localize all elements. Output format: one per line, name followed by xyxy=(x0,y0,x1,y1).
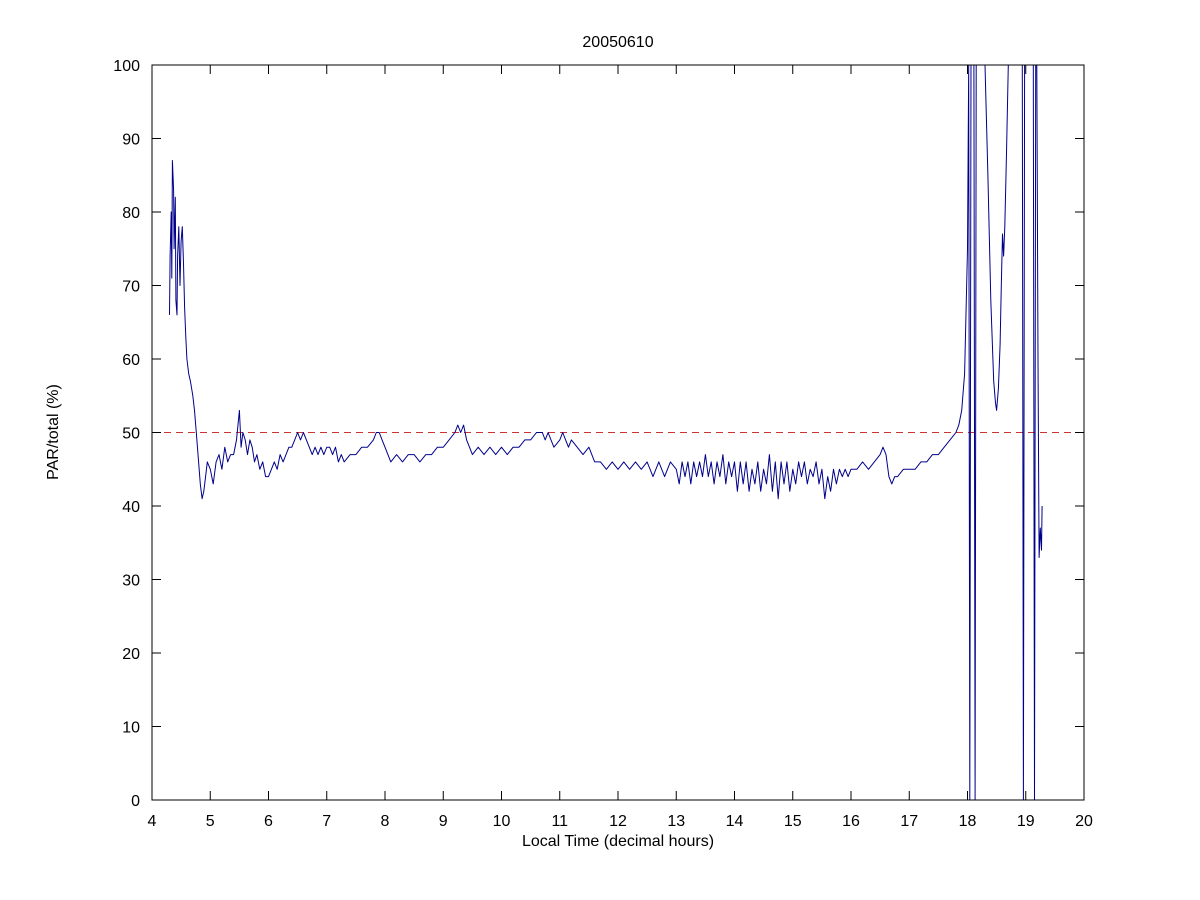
x-tick-label: 18 xyxy=(959,813,977,830)
y-tick-label: 60 xyxy=(122,352,140,369)
x-tick-label: 16 xyxy=(842,813,860,830)
x-tick-label: 5 xyxy=(206,813,215,830)
axes-box xyxy=(151,64,1085,801)
x-tick-label: 15 xyxy=(784,813,802,830)
data-series-line xyxy=(169,65,1043,800)
x-tick-label: 13 xyxy=(667,813,685,830)
x-tick-label: 7 xyxy=(322,813,331,830)
y-tick-label: 40 xyxy=(122,499,140,516)
y-tick-label: 10 xyxy=(122,720,140,737)
y-tick-label: 30 xyxy=(122,573,140,590)
chart-title: 20050610 xyxy=(582,34,653,51)
x-tick-label: 19 xyxy=(1017,813,1035,830)
x-tick-label: 14 xyxy=(726,813,744,830)
x-tick-label: 6 xyxy=(264,813,273,830)
y-tick-label: 50 xyxy=(122,426,140,443)
x-tick-label: 8 xyxy=(381,813,390,830)
x-tick-label: 9 xyxy=(439,813,448,830)
x-tick-label: 4 xyxy=(148,813,157,830)
y-tick-label: 20 xyxy=(122,646,140,663)
y-tick-label: 70 xyxy=(122,279,140,296)
x-tick-label: 12 xyxy=(609,813,627,830)
plot-area: 4 5 6 7 8 9 10 11 12 13 14 15 16 17 18 19 20 0 10 20 30 40 50 6… xyxy=(113,58,1093,830)
y-tick-label: 100 xyxy=(113,58,140,75)
y-tick-label: 80 xyxy=(122,205,140,222)
x-tick-label: 10 xyxy=(493,813,511,830)
y-axis-label: PAR/total (%) xyxy=(45,384,62,480)
x-axis-label: Local Time (decimal hours) xyxy=(522,833,714,850)
x-tick-label: 20 xyxy=(1075,813,1093,830)
y-tick-label: 90 xyxy=(122,132,140,149)
x-tick-label: 17 xyxy=(900,813,918,830)
y-tick-label: 0 xyxy=(131,793,140,810)
x-tick-label: 11 xyxy=(551,813,568,830)
